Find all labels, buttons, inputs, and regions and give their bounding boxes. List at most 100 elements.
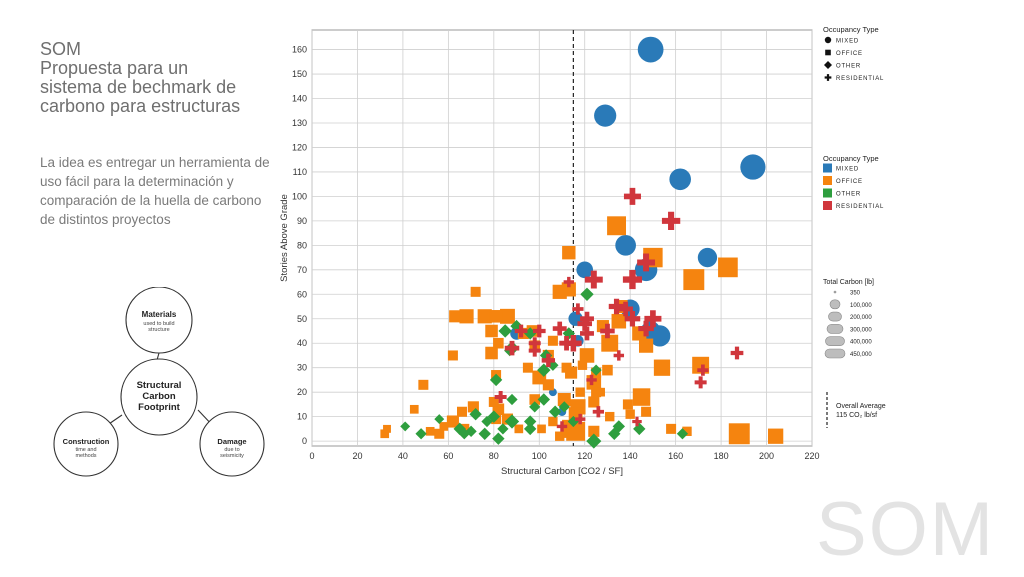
legend-color-swatch — [823, 201, 832, 210]
materials-node — [125, 287, 193, 354]
legend-color-label: OFFICE — [836, 179, 863, 185]
data-point-office — [456, 406, 468, 417]
data-point-residential — [532, 324, 546, 338]
y-tick-label: 140 — [292, 94, 307, 104]
data-point-residential — [697, 364, 709, 376]
data-point-residential — [632, 416, 642, 427]
data-point-residential — [586, 374, 597, 386]
y-tick-label: 100 — [292, 191, 307, 201]
legend-color-swatch — [823, 163, 832, 173]
data-point-other — [558, 401, 570, 413]
data-point-residential — [638, 320, 654, 337]
data-point-office — [588, 425, 600, 437]
x-tick-label: 20 — [352, 451, 362, 461]
data-point-residential — [637, 253, 656, 272]
x-tick-label: 140 — [623, 451, 638, 461]
data-point-residential — [608, 298, 625, 315]
title-line: Propuesta para un — [40, 58, 189, 78]
data-point-office — [591, 387, 602, 398]
data-point-office — [383, 424, 391, 433]
x-tick-label: 80 — [489, 451, 499, 461]
data-point-office — [470, 286, 481, 297]
damage-node — [199, 411, 265, 477]
y-tick-label: 0 — [302, 436, 307, 446]
slide-title: SOM Propuesta para un sistema de bechmar… — [40, 40, 280, 116]
data-point-other — [415, 428, 427, 440]
x-tick-label: 100 — [532, 451, 547, 461]
legend-size-marker — [828, 311, 842, 322]
data-point-office — [485, 346, 498, 360]
legend: Occupancy Type MIXED OFFICE OTHER RESIDENTIA… — [823, 25, 886, 428]
data-point-office — [579, 348, 595, 363]
title-line: sistema de bechmark de — [40, 77, 237, 97]
data-point-residential — [559, 335, 574, 351]
data-point-mixed — [740, 154, 766, 180]
legend-color-swatch — [823, 188, 832, 198]
legend-color-label: MIXED — [836, 167, 859, 173]
data-point-office — [552, 284, 567, 299]
legend-average-label: 115 CO₂ lb/sf — [836, 412, 877, 419]
data-point-office — [566, 421, 586, 441]
legend-size-marker — [829, 299, 841, 310]
legend-color-swatch — [823, 176, 832, 185]
data-point-office — [602, 364, 613, 376]
data-point-office — [596, 387, 605, 397]
data-point-office — [434, 428, 445, 439]
data-point-office — [562, 245, 576, 260]
data-point-office — [537, 424, 546, 434]
data-point-office — [728, 423, 750, 445]
data-point-other — [586, 433, 602, 449]
data-point-residential — [623, 187, 641, 205]
data-point-office — [542, 379, 554, 391]
data-point-other — [487, 410, 501, 423]
data-point-residential — [622, 270, 643, 290]
legend-size-marker — [833, 290, 837, 294]
data-point-other — [608, 427, 621, 440]
data-point-office — [632, 388, 651, 406]
x-axis-label: Structural Carbon [CO2 / SF] — [501, 466, 623, 477]
data-point-office — [718, 257, 738, 278]
legend-shape-label: OTHER — [836, 64, 861, 70]
materials-title: Materials — [142, 310, 177, 319]
construction-node — [53, 411, 119, 477]
data-point-mixed — [697, 247, 718, 268]
data-point-office — [467, 401, 479, 413]
legend-size-label: 200,000 — [850, 315, 872, 321]
data-point-residential — [563, 276, 575, 288]
data-point-office — [439, 422, 449, 431]
legend-size-marker — [825, 336, 845, 347]
data-point-other — [498, 324, 512, 338]
legend-shape-title: Occupancy Type — [823, 25, 879, 34]
y-tick-label: 120 — [292, 142, 307, 152]
data-point-office — [548, 416, 558, 427]
data-point-office — [601, 334, 619, 352]
legend-size-label: 400,000 — [850, 340, 872, 346]
x-tick-label: 220 — [804, 451, 819, 461]
legend-size-marker — [826, 324, 844, 334]
axes: 0 20 40 60 80 100 120 140 160 180 200 220 0 10 20 30 40 5… — [279, 45, 820, 477]
data-point-office — [561, 362, 572, 373]
data-point-mixed — [669, 168, 691, 191]
data-point-office — [547, 335, 558, 346]
data-point-office — [575, 387, 585, 397]
center-node — [120, 358, 198, 436]
data-point-residential — [504, 340, 520, 356]
data-point-office — [425, 426, 435, 436]
legend-shape-marker — [824, 61, 832, 69]
data-point-office — [492, 403, 505, 416]
data-point-residential — [694, 376, 707, 389]
center-label: Structural — [137, 380, 182, 391]
data-point-other — [458, 428, 470, 440]
x-tick-label: 0 — [309, 451, 314, 461]
data-point-other — [434, 414, 445, 425]
data-point-office — [653, 359, 671, 376]
x-tick-label: 40 — [398, 451, 408, 461]
data-point-office — [683, 269, 705, 291]
damage-sub: due to — [224, 447, 239, 453]
data-point-office — [380, 429, 390, 439]
data-point-office — [555, 431, 565, 441]
y-tick-label: 30 — [297, 363, 307, 373]
data-point-office — [447, 350, 458, 361]
data-point-residential — [572, 303, 584, 315]
legend-size-title: Total Carbon [lb] — [823, 279, 874, 286]
